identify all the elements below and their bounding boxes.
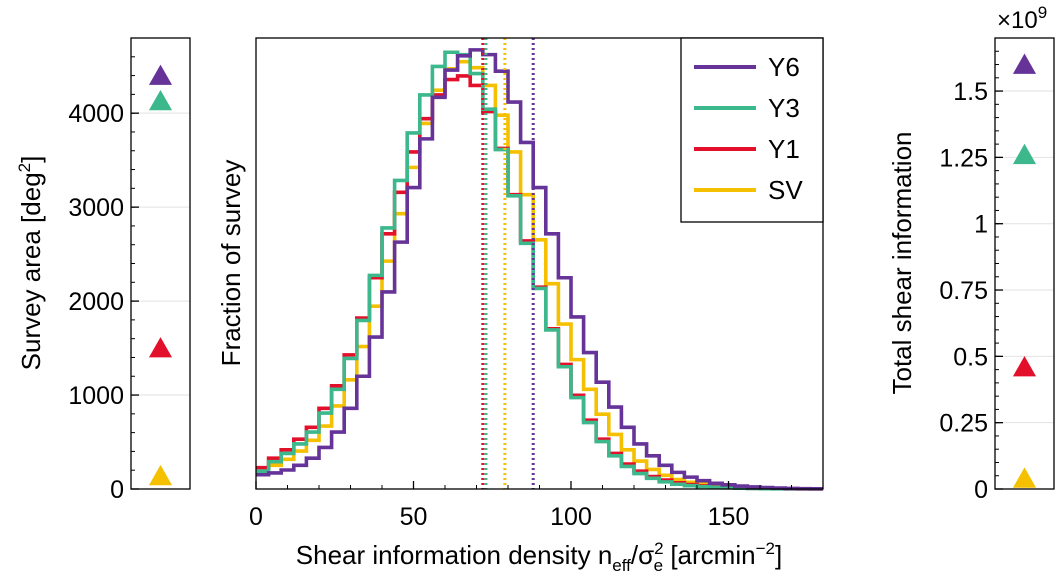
total-shear-marker-y1 — [1012, 355, 1037, 377]
total-shear-ytick-label: 0.5 — [953, 343, 988, 371]
histogram-series — [256, 48, 823, 491]
total-shear-marker-sv — [1012, 467, 1037, 488]
survey-area-ytick-label: 2000 — [68, 288, 124, 316]
survey-area-ytick-label: 4000 — [68, 100, 124, 128]
total-shear-ytick-label: 0.75 — [939, 277, 988, 305]
histogram-xtick-label: 100 — [550, 503, 592, 531]
mean-lines — [481, 38, 535, 489]
total-shear-ytick-label: 0.25 — [939, 410, 988, 438]
total-shear-ytick-label: 1.5 — [953, 78, 988, 106]
total-shear-axes-frame — [994, 37, 1055, 490]
survey-area-marker-y1 — [148, 337, 173, 358]
total-shear-marker-y6 — [1012, 53, 1037, 74]
survey-area-gridlines — [131, 112, 190, 490]
total-shear-multiplier: ×109 — [997, 3, 1047, 34]
survey-area-markers — [148, 64, 173, 486]
total-shear-ytick-label: 0 — [974, 476, 988, 504]
legend-label-y6: Y6 — [768, 52, 800, 82]
survey-area-ytick-label: 3000 — [68, 194, 124, 222]
survey-area-ytick-label: 0 — [110, 476, 124, 504]
survey-area-ylabel: Survey area [deg2] — [15, 156, 46, 371]
survey-area-marker-sv — [148, 464, 173, 486]
legend: Y6 Y3 Y1 SV — [680, 37, 824, 223]
total-shear-ticks: 0 0.25 0.5 0.75 1 1.25 1.5 — [939, 37, 1003, 504]
histogram-ylabel: Fraction of survey — [216, 160, 246, 367]
survey-area-marker-y3 — [148, 89, 173, 111]
survey-area-marker-y6 — [148, 64, 173, 85]
histogram-xtick-label: 150 — [708, 503, 750, 531]
legend-label-sv: SV — [768, 175, 803, 205]
total-shear-panel: 0 0.25 0.5 0.75 1 1.25 1.5 Total shear informa… — [887, 3, 1055, 504]
total-shear-marker-y3 — [1012, 143, 1037, 165]
histogram-xtick-label: 50 — [400, 503, 428, 531]
histogram-line-y3 — [256, 50, 823, 491]
total-shear-ytick-label: 1.25 — [939, 144, 988, 172]
survey-area-ytick-label: 1000 — [68, 382, 124, 410]
histogram-line-y6 — [256, 48, 823, 491]
total-shear-ytick-label: 1 — [974, 211, 988, 239]
histogram-xlabel: Shear information density neff/σ2 e [arcm… — [296, 539, 782, 575]
survey-area-ticks: 0 1000 2000 3000 4000 — [68, 37, 139, 504]
legend-label-y1: Y1 — [768, 134, 800, 164]
total-shear-markers — [1012, 53, 1037, 488]
survey-area-panel: 0 1000 2000 3000 4000 Survey area [deg2] — [15, 37, 191, 504]
histogram-xtick-label: 0 — [249, 503, 263, 531]
histogram-ticks: 0 50 100 150 — [249, 481, 824, 531]
histogram-panel: 0 50 100 150 Y6 Y3 Y1 SV Fraction of survey Sh… — [216, 37, 824, 575]
total-shear-ylabel: Total shear information — [887, 131, 917, 394]
legend-label-y3: Y3 — [768, 93, 800, 123]
